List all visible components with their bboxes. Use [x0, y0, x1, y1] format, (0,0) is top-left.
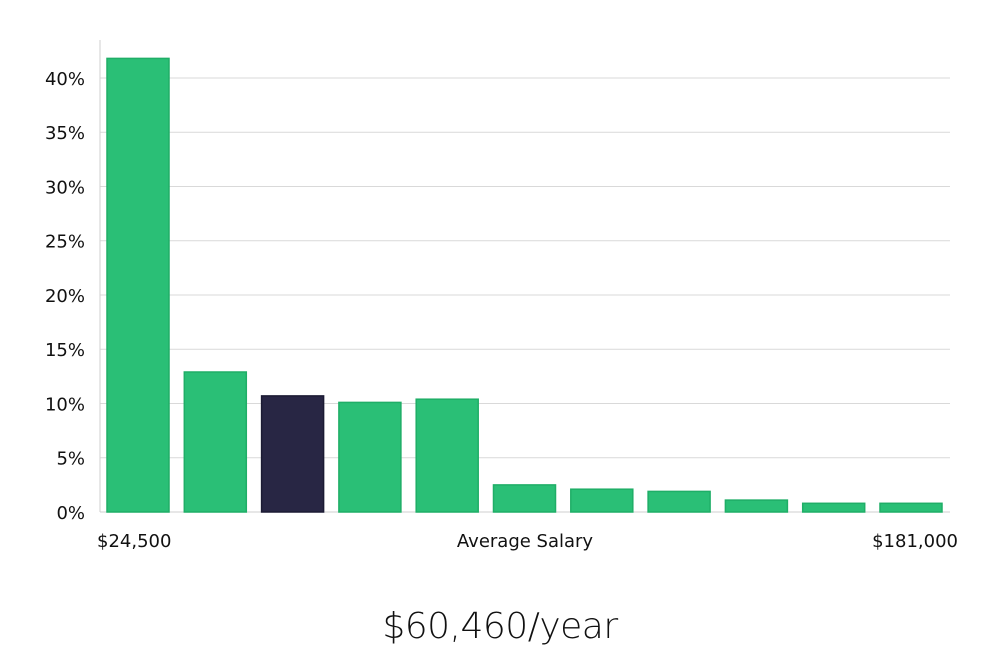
bar: [106, 57, 170, 513]
bar: [724, 499, 789, 513]
x-axis-title: Average Salary: [457, 531, 594, 552]
salary-distribution-chart: 0% 5% 10% 15% 20% 25% 30% 35% 40% $24,500 Averag…: [45, 40, 958, 552]
x-label-min: $24,500: [97, 531, 171, 552]
y-tick-label: 0%: [56, 503, 85, 524]
y-tick-label: 25%: [45, 232, 85, 253]
bar: [415, 398, 479, 513]
x-label-max: $181,000: [872, 531, 958, 552]
y-tick-label: 30%: [45, 177, 85, 198]
y-tick-label: 10%: [45, 394, 85, 415]
y-axis-ticks: 0% 5% 10% 15% 20% 25% 30% 35% 40%: [45, 69, 85, 524]
bar-average-bucket: [260, 395, 325, 513]
bar: [801, 502, 866, 513]
average-salary-value: $60,460/year: [382, 606, 618, 647]
bar: [647, 490, 711, 513]
y-tick-label: 35%: [45, 123, 85, 144]
y-tick-label: 20%: [45, 286, 85, 307]
bar: [183, 371, 248, 513]
bar: [492, 484, 557, 513]
bars: [106, 57, 943, 513]
bar: [338, 401, 402, 513]
y-tick-label: 40%: [45, 69, 85, 90]
y-tick-label: 15%: [45, 340, 85, 361]
bar: [570, 488, 634, 513]
bar: [879, 502, 943, 513]
y-tick-label: 5%: [56, 449, 85, 470]
